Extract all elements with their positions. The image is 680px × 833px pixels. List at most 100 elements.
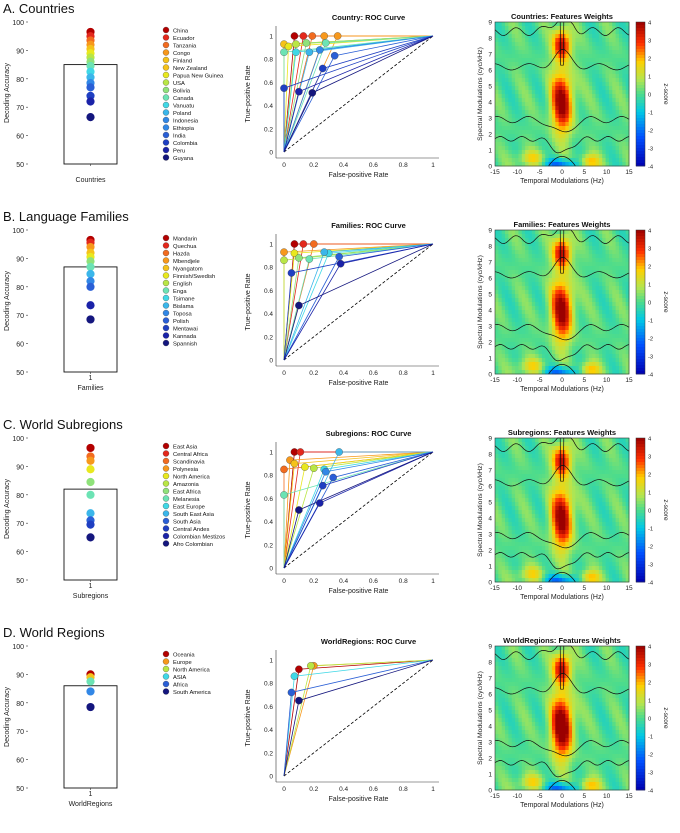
contour-line: [548, 364, 576, 375]
heatmap-cell: [511, 438, 516, 443]
heatmap-cell: [595, 134, 600, 139]
heatmap-cell: [582, 46, 586, 51]
heatmap-cell: [515, 90, 519, 95]
heatmap-cell: [498, 242, 503, 247]
heatmap-cell: [501, 506, 506, 511]
heatmap-cell: [558, 518, 563, 523]
heatmap-cell: [575, 126, 580, 131]
heatmap-cell: [551, 286, 556, 291]
heatmap-cell: [625, 526, 630, 531]
heatmap-cell: [541, 58, 546, 63]
heatmap-cell: [615, 306, 620, 311]
heatmap-cell: [531, 30, 536, 35]
heatmap-cell: [498, 118, 503, 123]
colorbar-swatch: [636, 570, 645, 574]
heatmap-cell: [572, 474, 576, 479]
heatmap-cell: [511, 126, 516, 131]
heatmap-cell: [498, 450, 503, 455]
heatmap-cell: [622, 86, 627, 91]
heatmap-cell: [498, 58, 503, 63]
heatmap-cell: [592, 310, 596, 315]
heatmap-cell: [511, 78, 516, 83]
heatmap-cell: [555, 114, 560, 119]
heatmap-cell: [598, 78, 603, 83]
heatmap-cell: [612, 238, 616, 243]
heatmap-cell: [528, 322, 533, 327]
heatmap-cell: [551, 474, 556, 479]
heatmap-cell: [608, 530, 613, 535]
heatmap-cell: [592, 462, 596, 467]
heatmap-cell: [541, 342, 546, 347]
heatmap-cell: [521, 86, 526, 91]
heatmap-cell: [551, 294, 556, 299]
heatmap-cell: [602, 318, 606, 323]
roc-ytick-label: 0.6: [264, 704, 273, 711]
heatmap-cell: [625, 506, 630, 511]
heatmap-cell: [501, 106, 506, 111]
heatmap-cell: [618, 470, 623, 475]
heatmap-cell: [588, 342, 593, 347]
heatmap-cell: [541, 46, 546, 51]
heatmap-cell: [535, 110, 539, 115]
heatmap-cell: [565, 562, 570, 567]
heatmap-cell: [622, 538, 627, 543]
heatmap-cell: [531, 278, 536, 283]
heatmap-cell: [568, 142, 573, 147]
heatmap-cell: [598, 290, 603, 295]
heatmap-cell: [592, 50, 596, 55]
bar-ytick-label: 100: [12, 20, 24, 27]
heatmap-cell: [625, 250, 630, 255]
roc-ytick-label: 0.8: [264, 473, 273, 480]
heatmap-cell: [625, 338, 630, 343]
heatmap-cell: [521, 518, 526, 523]
heatmap-cell: [625, 318, 630, 323]
colorbar-swatch: [636, 296, 645, 300]
heatmap-cell: [585, 338, 590, 343]
heatmap-cell: [548, 458, 553, 463]
colorbar-swatch: [636, 332, 645, 336]
heatmap-cell: [548, 314, 553, 319]
heatmap-cell: [505, 262, 509, 267]
heatmap-cell: [602, 454, 606, 459]
heatmap-cell: [511, 294, 516, 299]
heatmap-cell: [558, 110, 563, 115]
heatmap-cell: [598, 550, 603, 555]
legend-marker: [162, 71, 170, 79]
heatmap-cell: [545, 326, 549, 331]
heatmap-cell: [545, 102, 549, 107]
colorbar-swatch: [636, 242, 645, 246]
heatmap-cell: [515, 538, 519, 543]
heatmap-cell: [548, 74, 553, 79]
heatmap-cell: [592, 294, 596, 299]
heatmap-cell: [622, 322, 627, 327]
accuracy-point: [86, 83, 95, 92]
heatmap-cell: [541, 558, 546, 563]
heatmap-cell: [582, 282, 586, 287]
heatmap-cell: [498, 258, 503, 263]
heatmap-cell: [498, 230, 503, 235]
heatmap-cell: [551, 322, 556, 327]
heatmap-cell: [572, 118, 576, 123]
heatmap-cell: [625, 42, 630, 47]
heatmap-cell: [558, 562, 563, 567]
heatmap-cell: [578, 250, 583, 255]
heatmap-cell: [625, 542, 630, 547]
heatmap-cell: [592, 562, 596, 567]
heatmap-cell: [565, 354, 570, 359]
heatmap-cell: [568, 114, 573, 119]
heatmap-cell: [562, 574, 566, 579]
heatmap-cell: [562, 510, 566, 515]
heatmap-cell: [568, 358, 573, 363]
heatmap-cell: [528, 578, 533, 583]
heatmap-cell: [531, 162, 536, 167]
heatmap-cell: [572, 566, 576, 571]
heatmap-cell: [495, 446, 499, 451]
heatmap-cell: [562, 302, 566, 307]
heatmap-cell: [575, 62, 580, 67]
heatmap-cell: [495, 498, 499, 503]
legend-label: New Zealand: [173, 66, 207, 72]
heatmap-cell: [548, 122, 553, 127]
heatmap-cell: [495, 86, 499, 91]
heatmap-cell: [535, 94, 539, 99]
heatmap-cell: [538, 82, 543, 87]
